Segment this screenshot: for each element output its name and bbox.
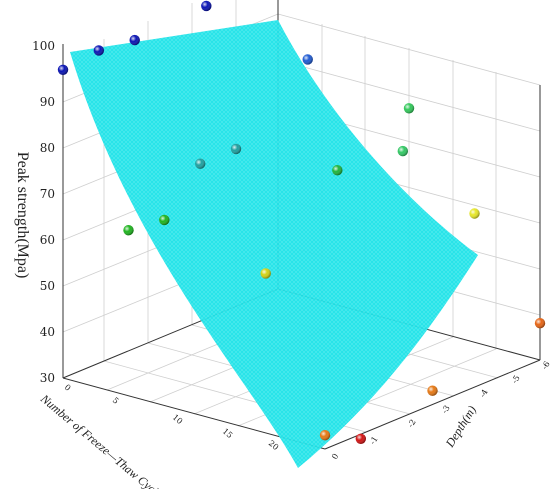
data-point-highlight [355, 433, 366, 444]
z-tick-label: -4 [478, 388, 490, 399]
fitted-surface [70, 20, 478, 468]
data-point-highlight [129, 34, 140, 46]
x-axis-title: Number of Freeze—Thaw Cycles [37, 391, 168, 489]
z-tick-label: 0 [330, 452, 340, 461]
data-point-highlight [302, 54, 313, 65]
z-tick-label: -5 [510, 374, 522, 385]
y-tick-label: 30 [40, 371, 55, 385]
y-tick-label: 70 [40, 187, 55, 201]
data-point-highlight [201, 0, 212, 12]
y-tick-label: 100 [32, 39, 55, 53]
data-point-highlight [260, 268, 271, 279]
z-tick-label: -2 [406, 418, 418, 429]
data-point-highlight [534, 318, 546, 329]
x-tick-label: 0 [63, 383, 73, 393]
y-axis-title: Peak strength(Mpa) [14, 152, 31, 279]
z-tick-label: -1 [368, 435, 380, 446]
y-tick-label: 90 [40, 95, 55, 109]
data-point-highlight [332, 165, 343, 176]
data-point-highlight [93, 45, 105, 56]
x-tick-label: 5 [111, 396, 121, 406]
y-tick-label: 50 [40, 279, 55, 293]
data-point-highlight [123, 225, 134, 236]
data-point-highlight [427, 385, 438, 396]
y-tick-label: 40 [40, 325, 55, 339]
data-point-highlight [195, 158, 206, 169]
data-point-highlight [159, 214, 170, 226]
data-point-highlight [319, 430, 331, 441]
x-tick-label: 20 [267, 439, 281, 452]
z-tick-label: -3 [440, 404, 452, 415]
data-point-highlight [230, 143, 242, 155]
z-tick-label: -6 [540, 360, 550, 371]
data-point-highlight [397, 145, 408, 157]
surface-mesh-texture [70, 20, 478, 468]
z-axis-ticks: 0 -1 -2 -3 -4 -5 -6 [330, 360, 550, 461]
y-axis-ticks: 30 40 50 60 70 80 90 100 [32, 39, 55, 385]
x-tick-label: 10 [171, 413, 185, 426]
data-points [57, 0, 546, 444]
data-point-highlight [57, 64, 69, 76]
data-point-highlight [469, 208, 480, 219]
data-point-highlight [403, 103, 415, 114]
y-tick-label: 80 [40, 141, 55, 155]
y-tick-label: 60 [40, 233, 55, 247]
x-tick-label: 15 [221, 427, 235, 440]
